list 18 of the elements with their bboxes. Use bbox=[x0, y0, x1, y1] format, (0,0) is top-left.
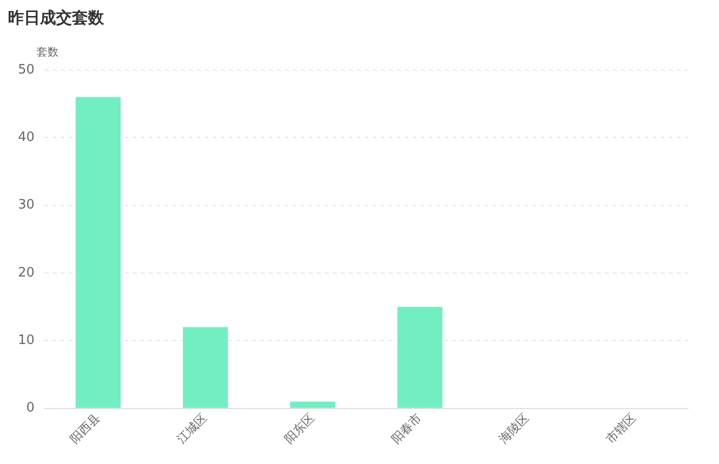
y-tick-label: 20 bbox=[18, 265, 35, 280]
bar bbox=[290, 402, 336, 408]
y-tick-label: 50 bbox=[18, 62, 35, 78]
x-tick-label: 海陵区 bbox=[496, 410, 532, 446]
y-tick-label: 10 bbox=[18, 333, 35, 348]
bar bbox=[397, 306, 442, 408]
x-tick-label: 阳春市 bbox=[388, 410, 424, 446]
x-tick-label: 阳东区 bbox=[282, 410, 317, 446]
bar bbox=[76, 97, 121, 408]
chart-title: 昨日成交套数 bbox=[8, 8, 105, 29]
y-tick-label: 40 bbox=[18, 130, 35, 146]
x-tick-label: 江城区 bbox=[174, 410, 210, 446]
x-tick-label: 市辖区 bbox=[603, 410, 639, 446]
y-tick-label: 30 bbox=[18, 198, 35, 213]
y-tick-label: 0 bbox=[26, 400, 35, 416]
y-axis-title: 套数 bbox=[36, 45, 59, 58]
bar bbox=[182, 327, 228, 408]
x-tick-label: 阳西县 bbox=[67, 410, 102, 446]
